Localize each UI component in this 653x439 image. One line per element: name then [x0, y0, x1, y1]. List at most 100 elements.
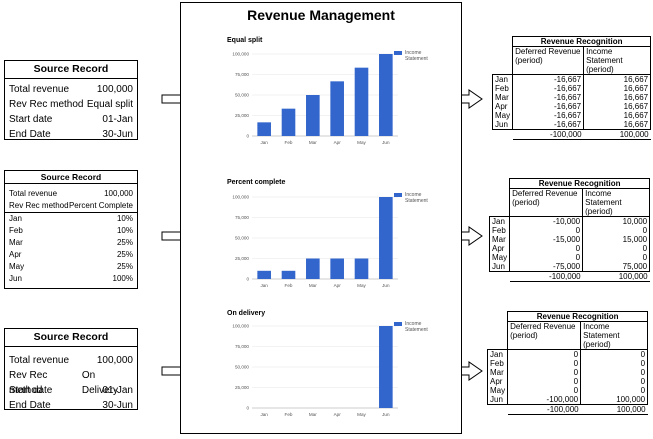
table-row: Jun -75,000 75,000 — [488, 262, 651, 272]
bar — [257, 270, 271, 279]
month-cell: May — [491, 111, 513, 120]
table-row: Mar 0 0 — [486, 368, 649, 377]
bar — [330, 258, 344, 279]
deferred-cell: 0 — [509, 226, 583, 235]
row-label: End Date — [9, 400, 51, 411]
source-record-row: Mar 25% — [5, 237, 137, 249]
table-row: May 0 0 — [486, 386, 649, 395]
y-tick-label: 100,000 — [232, 324, 249, 329]
row-label: Rev Rec method — [9, 201, 69, 210]
y-tick-label: 50,000 — [235, 93, 249, 98]
total-deferred: -100,000 — [507, 404, 581, 415]
x-tick-label: Apr — [334, 412, 342, 417]
table-row: Mar -15,000 15,000 — [488, 235, 651, 244]
row-label: Start date — [9, 114, 53, 125]
row-label: Jun — [9, 274, 22, 283]
row-value: 25% — [116, 238, 133, 247]
income-cell: 16,667 — [583, 93, 652, 102]
revenue-recognition-table: Revenue Recognition Deferred Revenue (pe… — [488, 178, 651, 282]
source-record-row: Jun 100% — [5, 273, 137, 285]
col-header-income: Income Statement (period) — [583, 46, 652, 75]
source-record-row: Start date 01-Jan — [5, 112, 137, 127]
row-label: Start date — [9, 385, 53, 396]
deferred-cell: -16,667 — [512, 120, 584, 130]
table-title-row: Revenue Recognition — [493, 36, 652, 47]
table-row: Jan -10,000 10,000 — [488, 216, 651, 226]
chart-title: On delivery — [227, 310, 266, 317]
income-cell: 0 — [582, 226, 651, 235]
legend-label: Income Statement — [405, 192, 428, 204]
deferred-cell: 0 — [507, 377, 581, 386]
month-cell: Feb — [491, 84, 513, 93]
row-label: May — [9, 262, 25, 271]
x-tick-label: May — [357, 140, 366, 145]
source-record-title: Source Record — [5, 171, 137, 184]
income-cell: 16,667 — [583, 102, 652, 111]
revenue-management-panel: Revenue Management Equal split 0 25,000 50… — [180, 2, 462, 434]
deferred-cell: 0 — [509, 244, 583, 253]
x-tick-label: Feb — [285, 412, 293, 417]
chart-legend: Income Statement — [394, 192, 439, 206]
income-cell: 16,667 — [583, 111, 652, 120]
income-cell: 0 — [580, 359, 649, 368]
chart-title: Percent complete — [227, 179, 286, 186]
row-value: 30-Jun — [102, 129, 133, 140]
x-tick-label: Jan — [260, 140, 268, 145]
bar — [330, 81, 344, 136]
income-cell: 75,000 — [582, 262, 651, 272]
bar — [379, 326, 393, 408]
x-tick-label: Mar — [309, 283, 317, 288]
bar — [257, 122, 271, 136]
table-title-row: Revenue Recognition — [490, 178, 651, 189]
revenue-recognition-table: Revenue Recognition Deferred Revenue (pe… — [486, 311, 649, 415]
table-title-row: Revenue Recognition — [488, 311, 649, 322]
table-title: Revenue Recognition — [509, 178, 651, 189]
row-label: Total revenue — [9, 355, 70, 366]
source-record-row: Rev Rec method On Delivery — [5, 368, 137, 396]
row-label: Feb — [9, 226, 23, 235]
table-row: Mar -16,667 16,667 — [491, 93, 652, 102]
month-cell: Jun — [486, 395, 508, 405]
bar-chart-percent-complete: 0 25,000 50,000 75,000 100,000 Jan Feb Mar Apr Ma… — [232, 195, 398, 288]
y-tick-label: 50,000 — [235, 365, 249, 370]
source-record-row: Total revenue 100,000 — [5, 188, 137, 200]
recognition-grid: Revenue Recognition Deferred Revenue (pe… — [486, 311, 649, 415]
col-header-deferred: Deferred Revenue (period) — [507, 321, 581, 350]
table-row: Jan 0 0 — [486, 349, 649, 359]
income-cell: 0 — [580, 368, 649, 377]
source-record-row: Total revenue 100,000 — [5, 82, 137, 97]
row-value: 25% — [116, 262, 133, 271]
recognition-grid: Revenue Recognition Deferred Revenue (pe… — [491, 36, 652, 140]
month-cell: May — [488, 253, 510, 262]
total-deferred: -100,000 — [509, 271, 583, 282]
bar — [281, 270, 296, 279]
row-value: 100,000 — [96, 355, 133, 366]
x-tick-label: Jun — [382, 283, 390, 288]
x-tick-label: Apr — [334, 140, 342, 145]
table-total-row: -100,000 100,000 — [490, 271, 650, 282]
legend-swatch — [394, 51, 402, 55]
deferred-cell: -10,000 — [509, 216, 583, 226]
income-cell: 16,667 — [583, 120, 652, 130]
deferred-cell: -15,000 — [509, 235, 583, 244]
bar-chart-on-delivery: 0 25,000 50,000 75,000 100,000 Jan Feb Mar Apr Ma… — [232, 324, 398, 417]
deferred-cell: -16,667 — [512, 74, 584, 84]
deferred-cell: 0 — [507, 368, 581, 377]
deferred-cell: -16,667 — [512, 93, 584, 102]
deferred-cell: 0 — [507, 349, 581, 359]
table-row: Jan -16,667 16,667 — [491, 74, 652, 84]
legend-label: Income Statement — [405, 321, 428, 333]
table-row: Apr 0 0 — [486, 377, 649, 386]
source-record-row: Apr 25% — [5, 249, 137, 261]
month-cell: Feb — [488, 226, 510, 235]
row-value: 100% — [112, 274, 133, 283]
row-label: Rev Rec method — [9, 370, 48, 396]
bar — [354, 67, 369, 136]
source-record-row: End Date 30-Jun — [5, 127, 137, 142]
table-header-row: Deferred Revenue (period) Income Stateme… — [488, 321, 649, 350]
y-tick-label: 0 — [246, 134, 249, 139]
income-cell: 0 — [580, 386, 649, 395]
row-value: 25% — [116, 250, 133, 259]
row-label: End Date — [9, 129, 51, 140]
month-cell: Feb — [486, 359, 508, 368]
